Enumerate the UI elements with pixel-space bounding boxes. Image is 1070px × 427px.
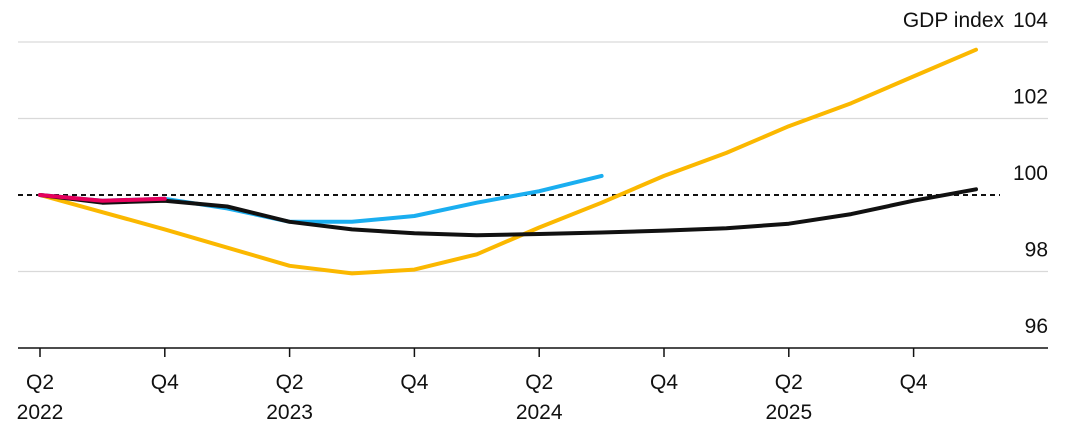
y-axis-tick-labels: 96 98 100 102 104 bbox=[1013, 9, 1048, 338]
y-tick-label-104: 104 bbox=[1013, 9, 1048, 32]
y-tick-label-100: 100 bbox=[1013, 162, 1048, 185]
x-tick-label-quarter-6: Q2 bbox=[775, 371, 803, 394]
y-axis-title: GDP index bbox=[903, 9, 1005, 32]
series-line-yellow bbox=[38, 47, 978, 276]
x-tick-label-quarter-5: Q4 bbox=[650, 371, 678, 394]
gridlines bbox=[18, 41, 1048, 273]
x-tick-label-quarter-4: Q2 bbox=[525, 371, 553, 394]
x-tick-label-year-2022: 2022 bbox=[17, 401, 64, 424]
x-tick-label-year-2023: 2023 bbox=[266, 401, 313, 424]
series-line-black bbox=[38, 187, 978, 238]
x-tick-label-year-2024: 2024 bbox=[516, 401, 563, 424]
x-tick-label-year-2025: 2025 bbox=[765, 401, 812, 424]
series-lines bbox=[38, 47, 978, 276]
y-tick-label-98: 98 bbox=[1025, 239, 1048, 262]
x-tick-label-quarter-1: Q4 bbox=[151, 371, 179, 394]
x-axis-ticks: Q2 2022 Q4 Q2 2023 Q4 Q2 2024 Q4 Q2 2025 Q4 bbox=[17, 348, 928, 424]
x-tick-label-quarter-3: Q4 bbox=[400, 371, 428, 394]
y-tick-label-102: 102 bbox=[1013, 86, 1048, 109]
x-tick-label-quarter-2: Q2 bbox=[276, 371, 304, 394]
series-line-pink bbox=[38, 193, 167, 203]
y-tick-label-96: 96 bbox=[1025, 315, 1048, 338]
x-tick-label-quarter-7: Q4 bbox=[900, 371, 928, 394]
x-tick-label-quarter-0: Q2 bbox=[26, 371, 54, 394]
